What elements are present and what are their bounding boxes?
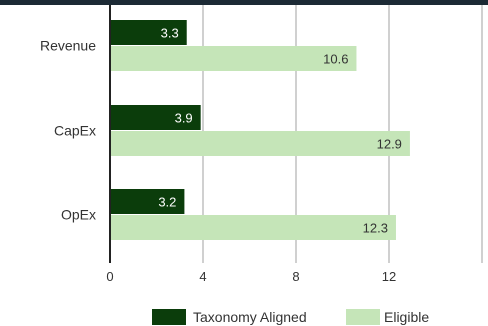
category-label-capex: CapEx (54, 123, 96, 139)
value-label-opex-eligible: 12.3 (363, 221, 388, 236)
legend-swatch-aligned (152, 309, 186, 325)
bar-revenue-eligible (110, 46, 357, 71)
x-tick-label-4: 4 (199, 269, 206, 284)
bar-revenue-aligned (110, 20, 187, 45)
value-label-capex-aligned: 3.9 (175, 111, 193, 126)
category-label-opex: OpEx (61, 207, 96, 223)
legend: Taxonomy Aligned Eligible (152, 309, 429, 325)
legend-label-eligible: Eligible (384, 309, 429, 325)
bar-opex-aligned (110, 189, 185, 214)
top-band (0, 0, 488, 5)
value-label-capex-eligible: 12.9 (377, 137, 402, 152)
x-tick-label-0: 0 (106, 269, 113, 284)
legend-swatch-eligible (346, 309, 380, 325)
axes: Revenue CapEx OpEx 0 4 8 12 (40, 5, 396, 284)
bar-capex-aligned (110, 105, 201, 130)
value-label-opex-aligned: 3.2 (158, 195, 176, 210)
value-labels: 3.3 10.6 3.9 12.9 3.2 12.3 (158, 26, 402, 236)
x-tick-label-12: 12 (382, 269, 396, 284)
legend-label-aligned: Taxonomy Aligned (193, 309, 307, 325)
x-tick-label-8: 8 (292, 269, 299, 284)
category-label-revenue: Revenue (40, 38, 96, 54)
bars (110, 20, 410, 240)
value-label-revenue-aligned: 3.3 (161, 26, 179, 41)
value-label-revenue-eligible: 10.6 (323, 52, 348, 67)
bar-capex-eligible (110, 131, 410, 156)
bar-opex-eligible (110, 215, 396, 240)
